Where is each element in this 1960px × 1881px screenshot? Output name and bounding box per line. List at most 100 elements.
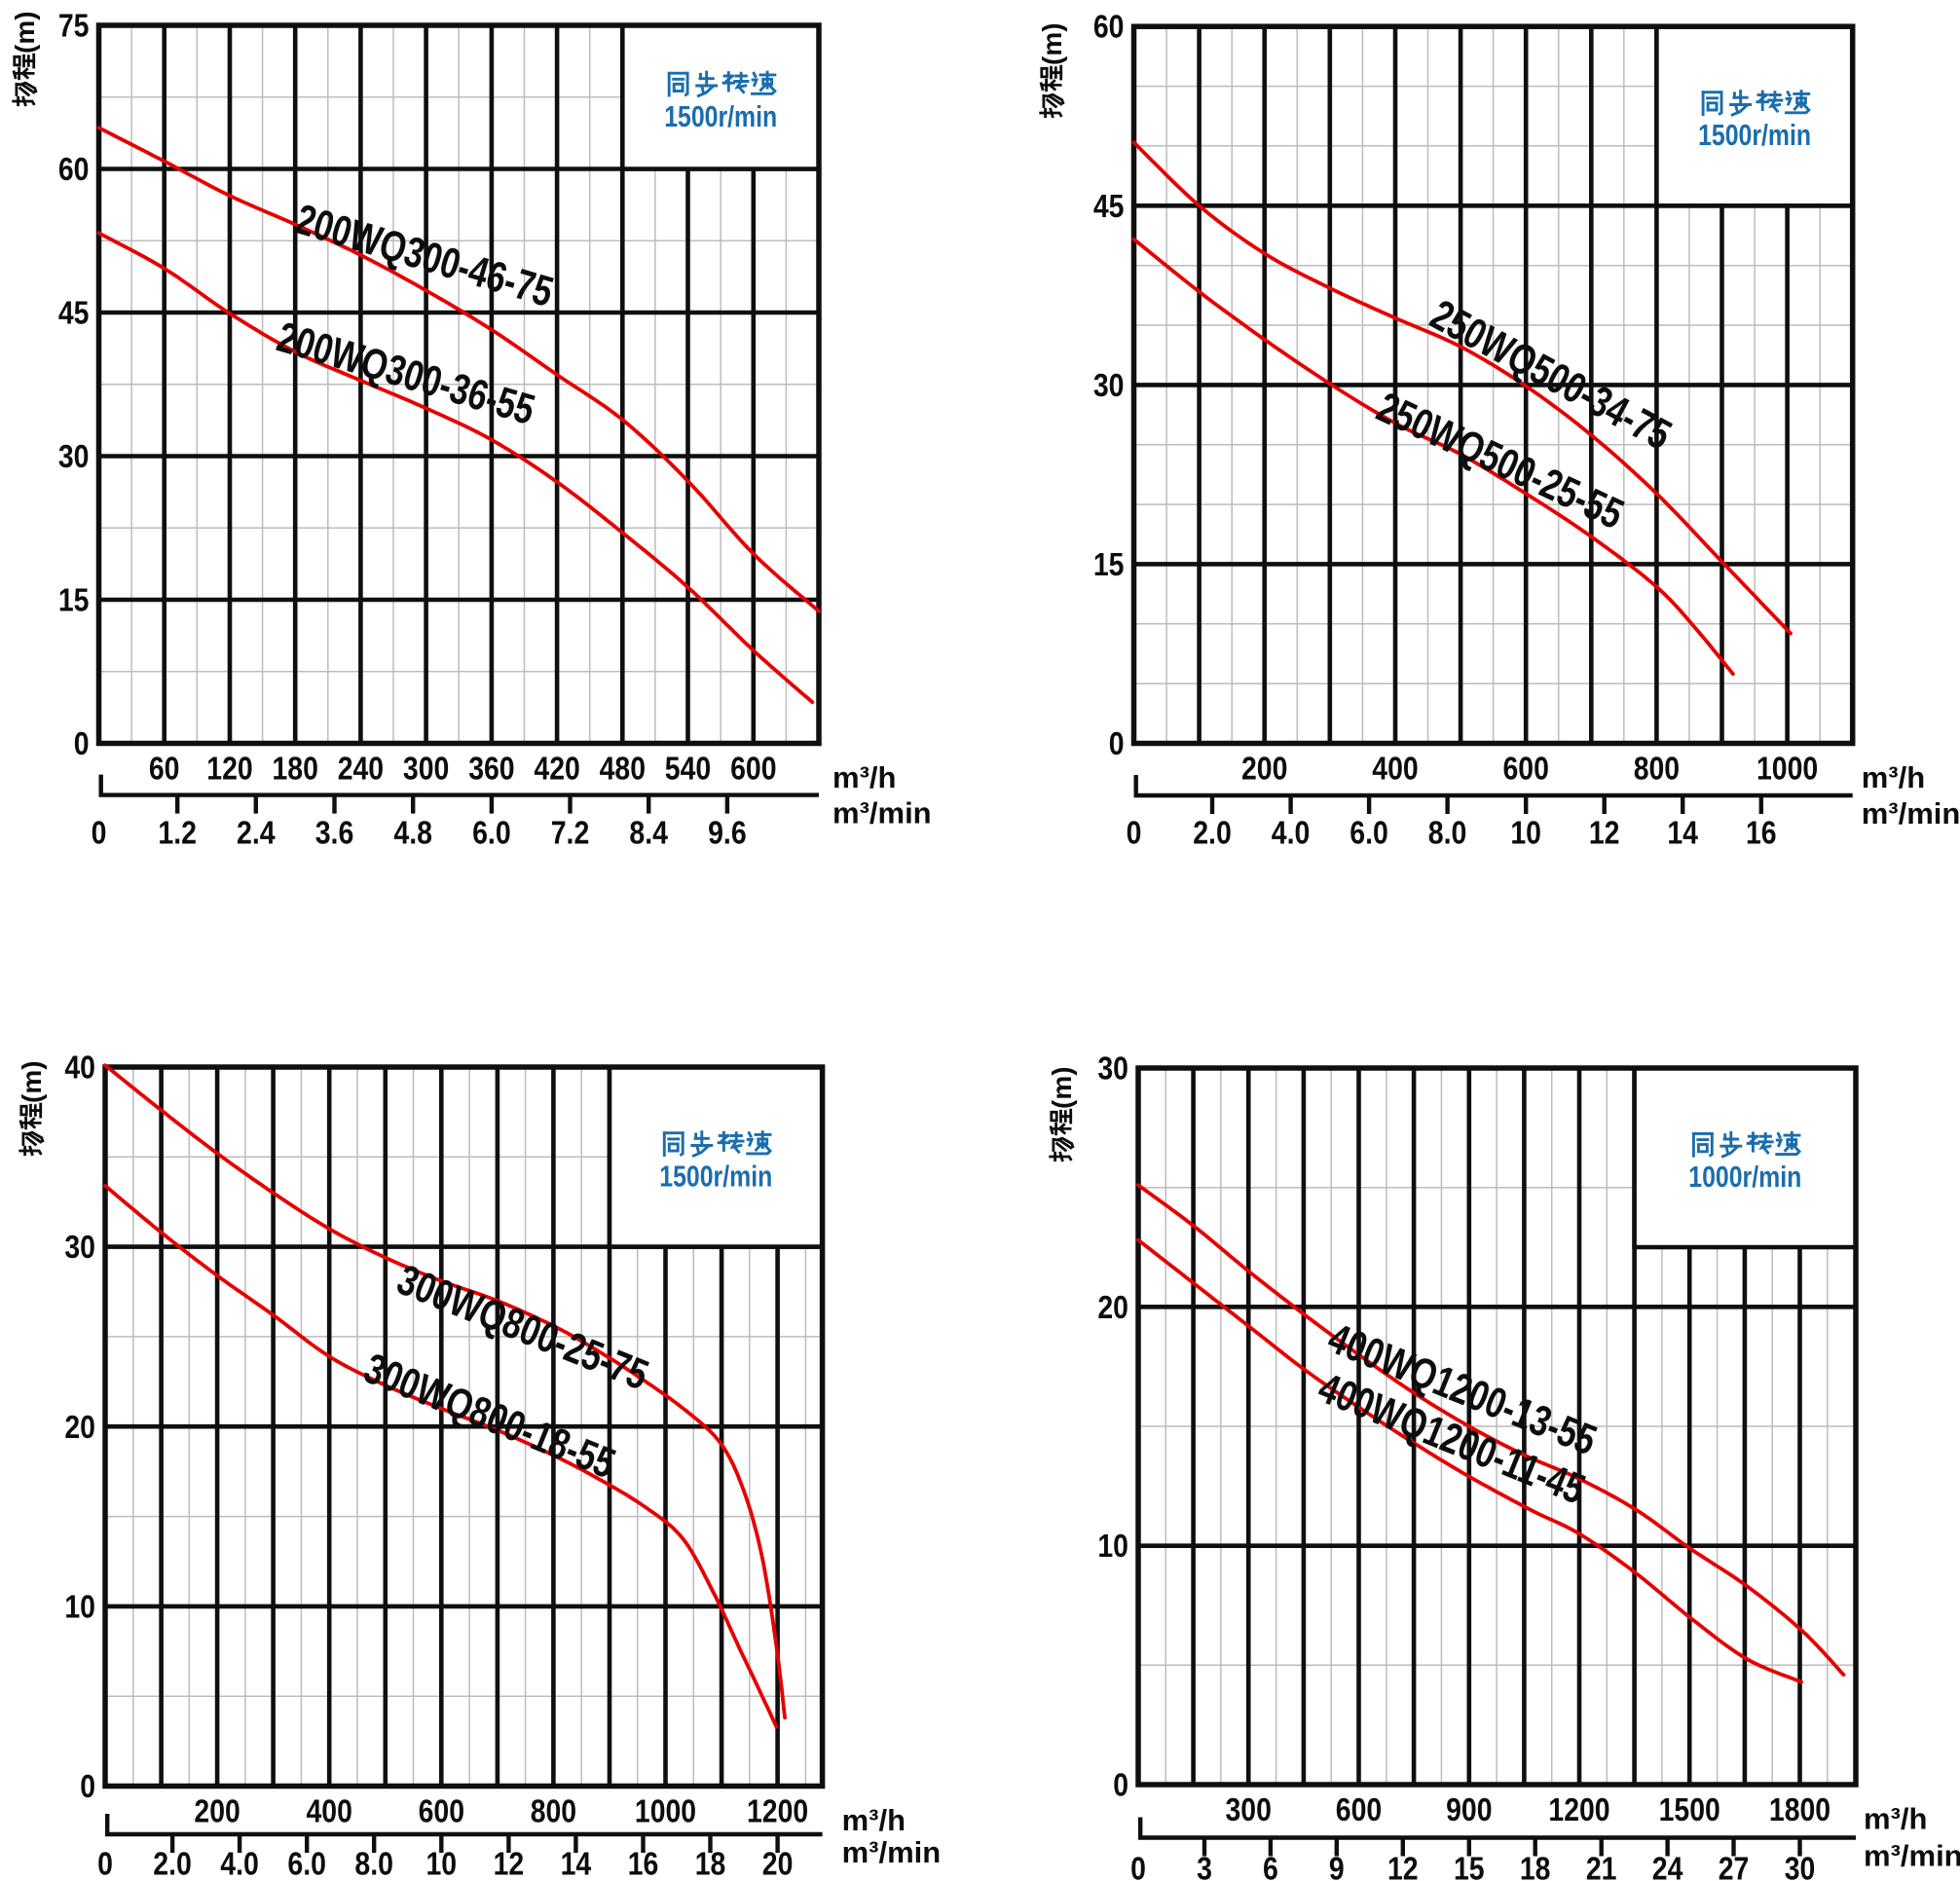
svg-text:m³/h: m³/h xyxy=(832,760,896,794)
svg-text:0: 0 xyxy=(1127,815,1142,851)
svg-text:1000: 1000 xyxy=(1757,751,1818,787)
svg-text:20: 20 xyxy=(762,1846,794,1881)
svg-text:(m): (m) xyxy=(17,1060,47,1103)
svg-text:0: 0 xyxy=(97,1846,113,1881)
svg-text:0: 0 xyxy=(80,1768,95,1804)
svg-text:4.8: 4.8 xyxy=(393,815,432,851)
svg-text:600: 600 xyxy=(1503,751,1549,787)
svg-text:7.2: 7.2 xyxy=(551,815,590,851)
svg-text:60: 60 xyxy=(149,751,180,787)
svg-text:40: 40 xyxy=(64,1050,95,1086)
svg-text:4.0: 4.0 xyxy=(1272,815,1311,851)
svg-text:20: 20 xyxy=(1097,1289,1128,1325)
svg-text:60: 60 xyxy=(58,151,90,187)
svg-text:14: 14 xyxy=(561,1846,592,1881)
svg-text:20: 20 xyxy=(64,1409,95,1445)
svg-text:0: 0 xyxy=(1109,725,1125,761)
svg-text:0: 0 xyxy=(74,725,90,761)
svg-text:18: 18 xyxy=(695,1846,726,1881)
svg-text:(m): (m) xyxy=(10,11,40,54)
svg-text:10: 10 xyxy=(426,1846,458,1881)
svg-text:15: 15 xyxy=(58,582,90,618)
svg-text:200: 200 xyxy=(1241,751,1287,787)
svg-text:6: 6 xyxy=(1263,1851,1278,1881)
svg-text:45: 45 xyxy=(58,295,90,331)
svg-text:75: 75 xyxy=(58,8,90,44)
svg-text:400: 400 xyxy=(307,1793,352,1829)
svg-text:m³/min: m³/min xyxy=(842,1835,942,1869)
svg-text:1500r/min: 1500r/min xyxy=(659,1159,772,1193)
svg-text:1000r/min: 1000r/min xyxy=(1688,1160,1801,1194)
svg-text:900: 900 xyxy=(1446,1791,1492,1827)
svg-text:10: 10 xyxy=(64,1588,95,1624)
svg-text:3: 3 xyxy=(1197,1851,1212,1881)
svg-text:12: 12 xyxy=(1387,1851,1419,1881)
svg-text:300: 300 xyxy=(1226,1791,1272,1827)
svg-text:15: 15 xyxy=(1454,1851,1485,1881)
svg-text:30: 30 xyxy=(58,438,90,474)
svg-text:16: 16 xyxy=(1746,815,1777,851)
svg-text:0: 0 xyxy=(1113,1767,1128,1803)
svg-text:1500r/min: 1500r/min xyxy=(1698,118,1811,152)
svg-text:14: 14 xyxy=(1667,815,1698,851)
svg-text:420: 420 xyxy=(534,751,579,787)
svg-text:480: 480 xyxy=(600,751,646,787)
svg-text:30: 30 xyxy=(64,1229,95,1265)
svg-text:1500r/min: 1500r/min xyxy=(664,99,777,133)
svg-text:180: 180 xyxy=(273,751,318,787)
svg-text:15: 15 xyxy=(1093,546,1125,582)
svg-text:30: 30 xyxy=(1785,1851,1816,1881)
svg-text:12: 12 xyxy=(1589,815,1620,851)
svg-text:m³/h: m³/h xyxy=(842,1803,906,1837)
svg-text:300: 300 xyxy=(403,751,449,787)
svg-text:360: 360 xyxy=(468,751,514,787)
svg-text:1800: 1800 xyxy=(1769,1791,1831,1827)
svg-text:10: 10 xyxy=(1510,815,1541,851)
svg-text:21: 21 xyxy=(1586,1851,1617,1881)
svg-text:2.0: 2.0 xyxy=(153,1846,192,1881)
svg-text:45: 45 xyxy=(1093,188,1125,224)
svg-text:9.6: 9.6 xyxy=(708,815,747,851)
svg-text:600: 600 xyxy=(419,1793,464,1829)
svg-text:600: 600 xyxy=(1336,1791,1382,1827)
svg-text:800: 800 xyxy=(531,1793,576,1829)
svg-text:m³/h: m³/h xyxy=(1862,760,1925,794)
svg-text:8.4: 8.4 xyxy=(629,815,668,851)
svg-text:24: 24 xyxy=(1652,1851,1683,1881)
svg-text:m³/min: m³/min xyxy=(1862,796,1960,830)
svg-text:9: 9 xyxy=(1329,1851,1345,1881)
svg-text:16: 16 xyxy=(628,1846,659,1881)
svg-text:2.0: 2.0 xyxy=(1193,815,1232,851)
svg-text:m³/min: m³/min xyxy=(832,796,932,830)
svg-text:800: 800 xyxy=(1634,751,1680,787)
svg-text:10: 10 xyxy=(1097,1528,1128,1564)
svg-text:8.0: 8.0 xyxy=(354,1846,393,1881)
svg-text:30: 30 xyxy=(1093,367,1125,403)
svg-text:4.0: 4.0 xyxy=(220,1846,259,1881)
svg-text:1500: 1500 xyxy=(1659,1791,1720,1827)
svg-text:120: 120 xyxy=(206,751,252,787)
svg-text:(m): (m) xyxy=(1037,22,1067,65)
svg-text:18: 18 xyxy=(1520,1851,1551,1881)
svg-text:6.0: 6.0 xyxy=(1350,815,1388,851)
svg-text:540: 540 xyxy=(665,751,711,787)
svg-text:200: 200 xyxy=(194,1793,240,1829)
svg-text:m³/min: m³/min xyxy=(1864,1839,1960,1873)
svg-text:12: 12 xyxy=(494,1846,525,1881)
svg-text:m³/h: m³/h xyxy=(1864,1802,1927,1836)
svg-text:600: 600 xyxy=(730,751,776,787)
svg-text:27: 27 xyxy=(1719,1851,1750,1881)
svg-text:1200: 1200 xyxy=(1548,1791,1609,1827)
svg-text:60: 60 xyxy=(1093,9,1125,45)
svg-text:1200: 1200 xyxy=(747,1793,808,1829)
svg-text:30: 30 xyxy=(1097,1051,1128,1087)
svg-text:6.0: 6.0 xyxy=(287,1846,326,1881)
svg-text:3.6: 3.6 xyxy=(315,815,354,851)
svg-text:1000: 1000 xyxy=(635,1793,696,1829)
svg-text:6.0: 6.0 xyxy=(472,815,511,851)
svg-text:2.4: 2.4 xyxy=(237,815,276,851)
svg-text:0: 0 xyxy=(92,815,107,851)
svg-text:0: 0 xyxy=(1130,1851,1146,1881)
svg-text:8.0: 8.0 xyxy=(1428,815,1467,851)
svg-text:400: 400 xyxy=(1372,751,1418,787)
